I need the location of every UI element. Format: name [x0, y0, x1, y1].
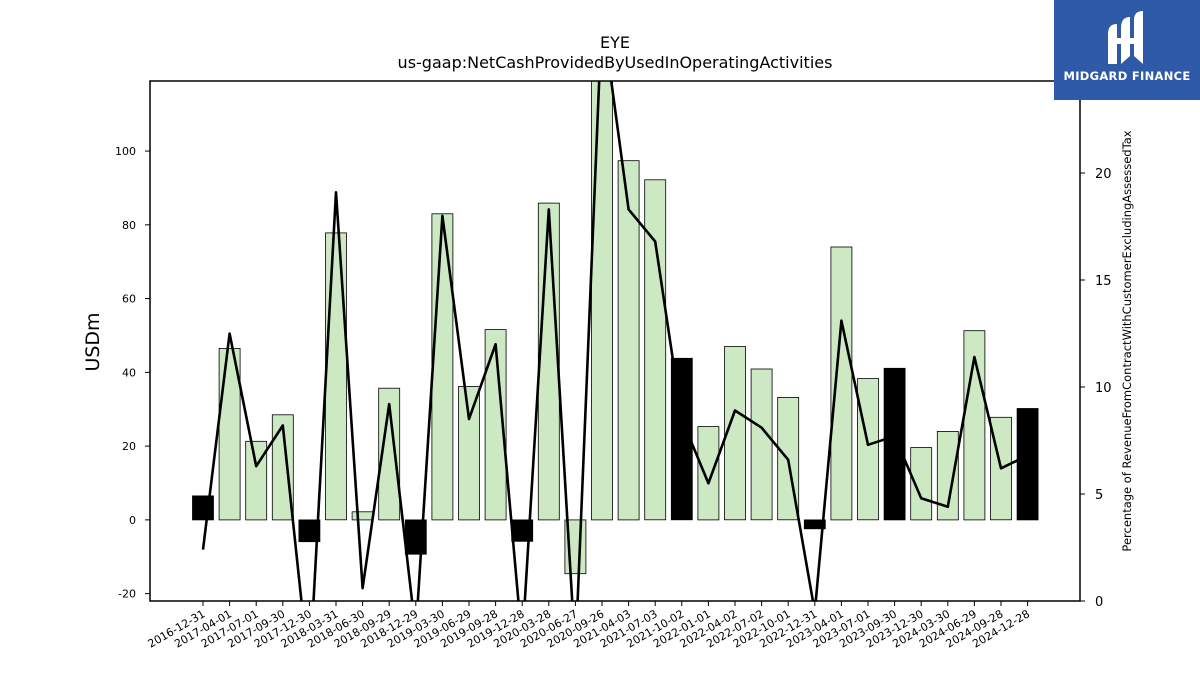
x-axis: 2016-12-312017-04-012017-07-012017-09-30…	[146, 601, 1032, 651]
bar-2020-09-26	[591, 81, 613, 521]
logo-text: MIDGARD FINANCE	[1063, 69, 1191, 83]
left-tick-label: 20	[122, 440, 136, 453]
bar-2021-10-02	[670, 357, 693, 521]
chart-subtitle: us-gaap:NetCashProvidedByUsedInOperating…	[398, 53, 833, 72]
bar-2019-09-28	[484, 329, 507, 521]
line-series	[201, 81, 1029, 601]
chart-title: EYE	[600, 33, 630, 52]
bar-2024-12-28	[1016, 408, 1039, 521]
y-axis-label-right: Percentage of RevenueFromContractWithCus…	[1120, 130, 1134, 551]
bar-2023-07-01	[857, 378, 879, 521]
bar-2018-09-29	[378, 387, 401, 521]
bar-2022-07-02	[750, 368, 773, 521]
right-tick-label: 5	[1095, 488, 1103, 503]
bar-2023-09-30	[883, 367, 906, 521]
right-tick-label: 10	[1095, 381, 1112, 396]
left-tick-label: 100	[115, 145, 136, 158]
bar-2020-03-28	[537, 202, 560, 521]
bar-2022-12-31	[803, 519, 826, 530]
bar-2017-07-01	[245, 440, 268, 521]
bar-2017-09-30	[271, 414, 294, 521]
right-tick-label: 20	[1095, 167, 1112, 182]
bar-2018-03-31	[325, 232, 347, 521]
bar-2021-07-03	[644, 179, 667, 521]
bar-2023-12-30	[910, 447, 933, 521]
bar-2024-03-30	[936, 430, 959, 521]
midgard-finance-logo: MIDGARD FINANCE	[1054, 0, 1200, 100]
bar-2018-06-30	[351, 511, 374, 521]
right-axis: 0 5 10 15 20	[1080, 167, 1112, 610]
midgard-logo-icon	[1108, 11, 1143, 64]
bar-2023-04-01	[830, 246, 853, 521]
bar-2021-04-03	[617, 160, 640, 521]
bar-2017-04-01	[218, 347, 241, 521]
left-tick-label: -20	[118, 588, 136, 601]
right-tick-label: 0	[1095, 595, 1103, 610]
left-tick-label: 0	[129, 514, 136, 527]
left-tick-label: 40	[122, 366, 136, 379]
right-tick-label: 15	[1095, 274, 1112, 289]
bar-2019-03-30	[431, 213, 454, 521]
bar-2022-04-02	[724, 346, 746, 521]
left-tick-label: 60	[122, 293, 136, 306]
bar-2022-01-01	[697, 426, 720, 521]
left-tick-label: 80	[122, 219, 136, 232]
bars-group	[192, 81, 1039, 575]
plot-frame	[149, 80, 1081, 602]
bar-2019-06-29	[458, 385, 480, 521]
y-axis-label: USDm	[82, 312, 104, 371]
line-group	[201, 81, 1029, 601]
left-axis: -20 0 20 40 60 80 100	[115, 145, 150, 601]
bar-2017-12-30	[298, 519, 321, 543]
